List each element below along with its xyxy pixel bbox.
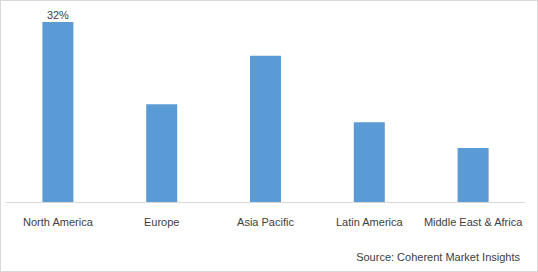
svg-text:Europe: Europe	[144, 216, 179, 228]
svg-text:32%: 32%	[47, 9, 69, 21]
svg-text:Middle East & Africa: Middle East & Africa	[424, 216, 523, 228]
svg-text:North America: North America	[23, 216, 94, 228]
svg-text:Source: Coherent Market Insigh: Source: Coherent Market Insights	[356, 251, 520, 263]
svg-text:Asia Pacific: Asia Pacific	[237, 216, 294, 228]
svg-text:Latin America: Latin America	[336, 216, 404, 228]
